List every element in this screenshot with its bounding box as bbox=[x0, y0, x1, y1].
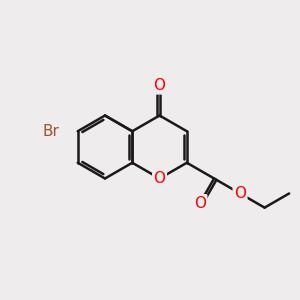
Text: O: O bbox=[234, 186, 246, 201]
Text: O: O bbox=[194, 196, 206, 211]
Text: O: O bbox=[154, 78, 166, 93]
Text: O: O bbox=[154, 171, 166, 186]
Text: Br: Br bbox=[43, 124, 59, 139]
